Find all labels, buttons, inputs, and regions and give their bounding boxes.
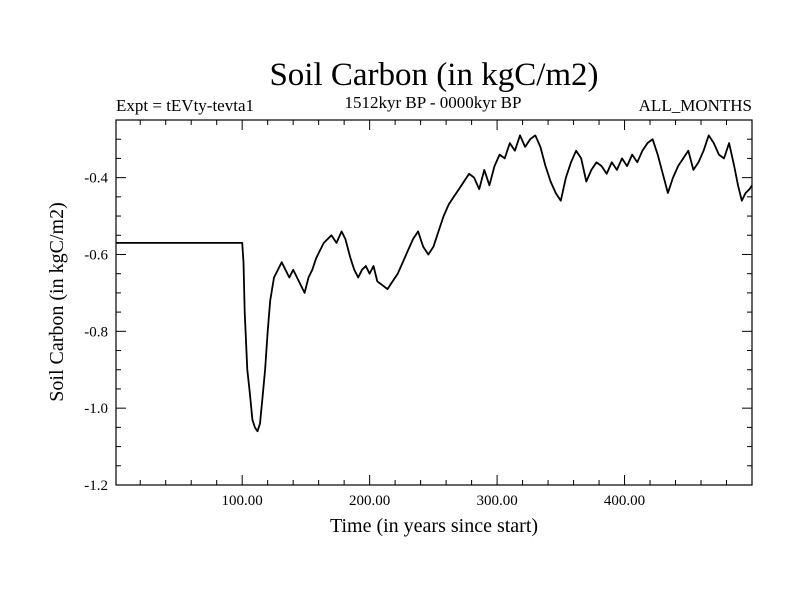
y-tick-label: -1.0: [84, 401, 108, 417]
months-label: ALL_MONTHS: [639, 96, 752, 115]
y-tick-label: -0.8: [84, 324, 108, 340]
x-tick-label: 400.00: [604, 493, 645, 509]
x-tick-label: 200.00: [349, 493, 390, 509]
x-tick-label: 300.00: [476, 493, 517, 509]
plot-frame: [115, 119, 753, 486]
y-axis-ticks: -1.2 -1.0 -0.8 -0.6 -0.4: [84, 119, 752, 494]
chart-title: Soil Carbon (in kgC/m2): [269, 57, 598, 93]
x-axis-label: Time (in years since start): [330, 515, 538, 537]
x-tick-label: 100.00: [222, 493, 263, 509]
y-axis-label: Soil Carbon (in kgC/m2): [46, 202, 68, 401]
y-tick-label: -0.4: [84, 171, 108, 187]
series-layer: [116, 134, 753, 433]
x-axis-ticks: 100.00 200.00 300.00 400.00: [139, 120, 728, 509]
experiment-label: Expt = tEVty-tevta1: [116, 96, 254, 115]
series-line: [116, 134, 753, 433]
y-tick-label: -0.6: [84, 247, 108, 263]
y-tick-label: -1.2: [84, 478, 108, 494]
time-range-label: 1512kyr BP - 0000kyr BP: [345, 93, 522, 112]
